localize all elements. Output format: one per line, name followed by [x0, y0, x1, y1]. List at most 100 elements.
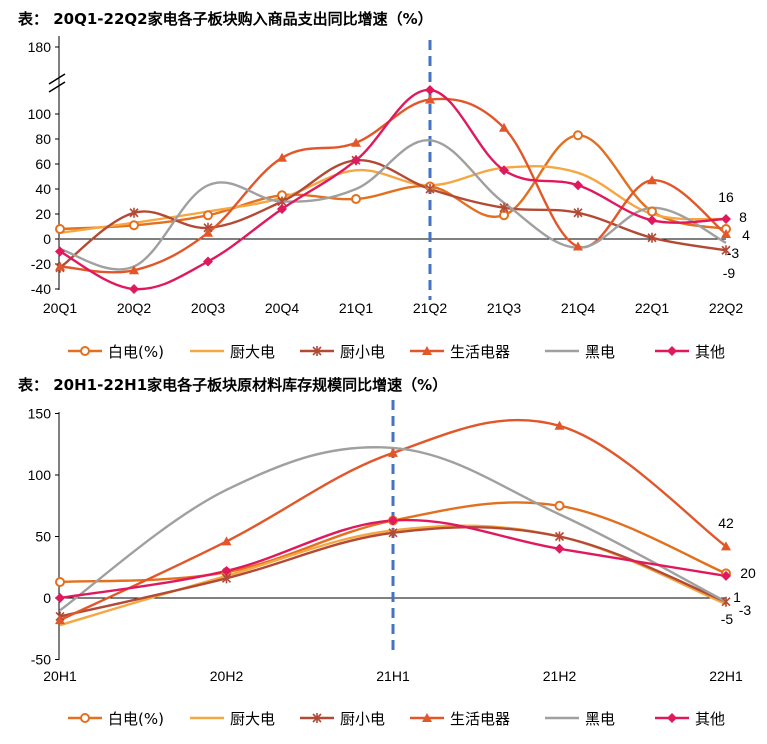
y-tick-label: 40	[35, 181, 51, 197]
series-line	[59, 446, 727, 612]
series-line	[59, 88, 727, 291]
data-point	[721, 596, 731, 607]
end-value-label: 8	[739, 209, 747, 225]
x-tick-label: 22Q1	[635, 300, 669, 316]
data-point	[129, 265, 139, 275]
data-point	[554, 420, 565, 430]
legend-label: 白电(%)	[108, 710, 164, 728]
legend-marker	[422, 713, 432, 722]
x-tick-label: 20Q2	[117, 300, 151, 316]
data-point	[499, 165, 509, 176]
chart1-legend: 白电(%) 厨大电 厨小电 生活电器 黑电 其他	[68, 343, 725, 361]
legend-label: 厨大电	[230, 343, 275, 361]
series-line	[59, 97, 727, 274]
chart2: 表： 20H1-22H1家电各子板块原材料库存规模同比增速（%） 150 100 5…	[18, 376, 756, 728]
data-point	[203, 227, 213, 237]
legend-label: 生活电器	[450, 343, 510, 361]
legend-marker	[312, 713, 322, 723]
data-point	[221, 536, 232, 546]
end-value-label: -3	[727, 245, 740, 261]
data-point	[203, 210, 213, 221]
data-point	[55, 224, 65, 234]
end-value-label: 1	[733, 589, 741, 605]
end-value-label: -5	[721, 611, 734, 627]
data-point	[647, 175, 657, 185]
data-point	[221, 565, 232, 576]
data-point	[647, 215, 657, 226]
data-point	[573, 180, 583, 191]
series-line	[59, 525, 727, 618]
x-tick-label: 21H1	[376, 668, 410, 684]
data-point	[203, 256, 213, 267]
data-point	[721, 541, 731, 551]
end-value-label: 42	[718, 515, 734, 531]
data-point	[425, 85, 435, 95]
x-tick-label: 21Q3	[487, 300, 521, 316]
data-point	[129, 220, 139, 231]
data-point	[499, 202, 509, 213]
data-point	[425, 94, 435, 104]
legend-label: 厨小电	[340, 343, 385, 361]
data-point	[55, 615, 65, 625]
data-point	[573, 241, 583, 251]
y-tick-label: -40	[31, 281, 51, 297]
x-tick-label: 20H2	[210, 668, 244, 684]
data-point	[388, 447, 398, 457]
data-point	[721, 229, 731, 238]
data-point	[351, 194, 361, 204]
legend-label: 生活电器	[450, 710, 510, 728]
legend-label: 厨小电	[340, 710, 385, 728]
data-point	[647, 206, 657, 217]
data-point	[554, 531, 565, 542]
x-tick-label: 21H2	[543, 668, 577, 684]
y-tick-label: 60	[35, 156, 51, 172]
data-point	[129, 284, 139, 294]
x-tick-label: 20Q3	[191, 300, 225, 316]
data-point	[351, 155, 361, 166]
legend-marker	[312, 346, 322, 356]
legend-marker	[422, 346, 432, 355]
legend-marker	[667, 713, 677, 723]
data-point	[388, 527, 398, 538]
end-value-label: 4	[742, 227, 750, 243]
data-point	[573, 207, 583, 218]
x-tick-label: 21Q1	[339, 300, 373, 316]
data-point	[129, 207, 139, 218]
x-tick-label: 21Q2	[413, 300, 447, 316]
end-value-label: 16	[718, 189, 734, 205]
data-point	[388, 515, 398, 526]
legend-label: 其他	[695, 343, 725, 361]
legend-label: 厨大电	[230, 710, 275, 728]
legend-label: 白电(%)	[108, 343, 164, 361]
data-point	[647, 232, 657, 243]
legend-label: 黑电	[585, 710, 615, 728]
axis-break-mark	[48, 73, 66, 93]
x-tick-label: 22Q2	[709, 300, 743, 316]
legend-label: 黑电	[585, 343, 615, 361]
data-point	[721, 214, 731, 224]
chart1: 表： 20Q1-22Q2家电各子板块购入商品支出同比增速（%） 18010080…	[18, 10, 750, 361]
legend-marker	[80, 346, 90, 356]
data-point	[55, 246, 65, 257]
chart2-title: 表： 20H1-22H1家电各子板块原材料库存规模同比增速（%）	[18, 376, 447, 394]
data-point	[554, 543, 565, 554]
data-point	[425, 184, 435, 194]
series-line	[59, 139, 727, 271]
legend-marker	[80, 713, 90, 723]
x-tick-label: 22H1	[709, 668, 743, 684]
y-tick-label: 100	[28, 106, 52, 122]
y-tick-label: 20	[35, 206, 51, 222]
data-point	[554, 500, 565, 511]
legend-marker	[667, 346, 677, 356]
data-point	[573, 130, 583, 141]
data-point	[351, 137, 361, 147]
y-tick-label: 0	[43, 231, 51, 247]
x-tick-label: 20Q4	[265, 300, 299, 316]
x-tick-label: 20H1	[43, 668, 77, 684]
chart2-legend: 白电(%) 厨大电 厨小电 生活电器 黑电 其他	[68, 710, 725, 728]
y-tick-label: -50	[31, 652, 51, 668]
y-tick-label: 50	[35, 529, 51, 545]
data-point	[55, 593, 65, 603]
series-line	[59, 159, 727, 269]
